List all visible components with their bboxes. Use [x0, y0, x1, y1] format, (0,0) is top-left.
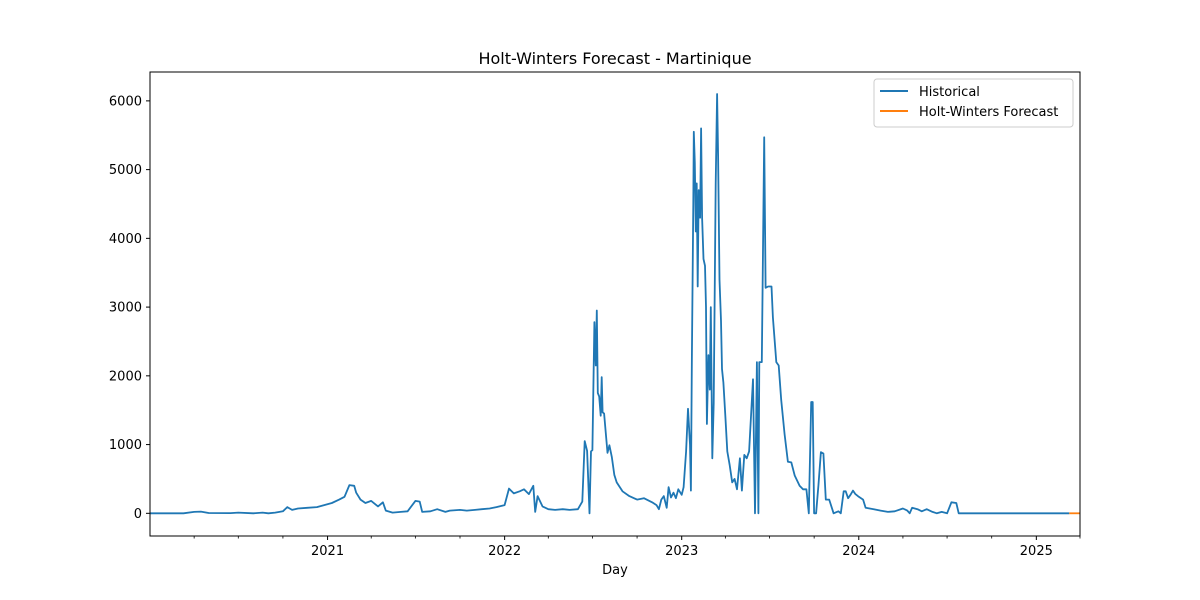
- x-tick-label-1: 2022: [488, 544, 521, 559]
- chart-title: Holt-Winters Forecast - Martinique: [478, 49, 751, 68]
- legend-label-1: Holt-Winters Forecast: [919, 105, 1058, 120]
- x-axis: 2021 2022 2023 2024 2025: [193, 536, 1081, 559]
- y-tick-label-0: 0: [134, 507, 142, 522]
- series-line-0: [150, 93, 1070, 515]
- y-tick-label-6: 6000: [109, 94, 142, 109]
- y-axis: 0 1000 2000 3000 4000 5000 6000: [109, 94, 150, 522]
- y-tick-label-2: 2000: [109, 369, 142, 384]
- y-tick-label-5: 5000: [109, 163, 142, 178]
- x-axis-label: Day: [602, 563, 628, 578]
- plot-area: [150, 93, 1080, 515]
- axes-frame: [149, 71, 1081, 537]
- legend: Historical Holt-Winters Forecast: [873, 78, 1074, 128]
- x-tick-label-0: 2021: [311, 544, 344, 559]
- y-tick-label-4: 4000: [109, 232, 142, 247]
- y-tick-label-3: 3000: [109, 301, 142, 316]
- x-tick-label-4: 2025: [1020, 544, 1053, 559]
- legend-box: [873, 78, 1074, 128]
- x-tick-label-2: 2023: [665, 544, 698, 559]
- y-tick-label-1: 1000: [109, 438, 142, 453]
- legend-label-0: Historical: [919, 85, 980, 100]
- x-tick-label-3: 2024: [842, 544, 875, 559]
